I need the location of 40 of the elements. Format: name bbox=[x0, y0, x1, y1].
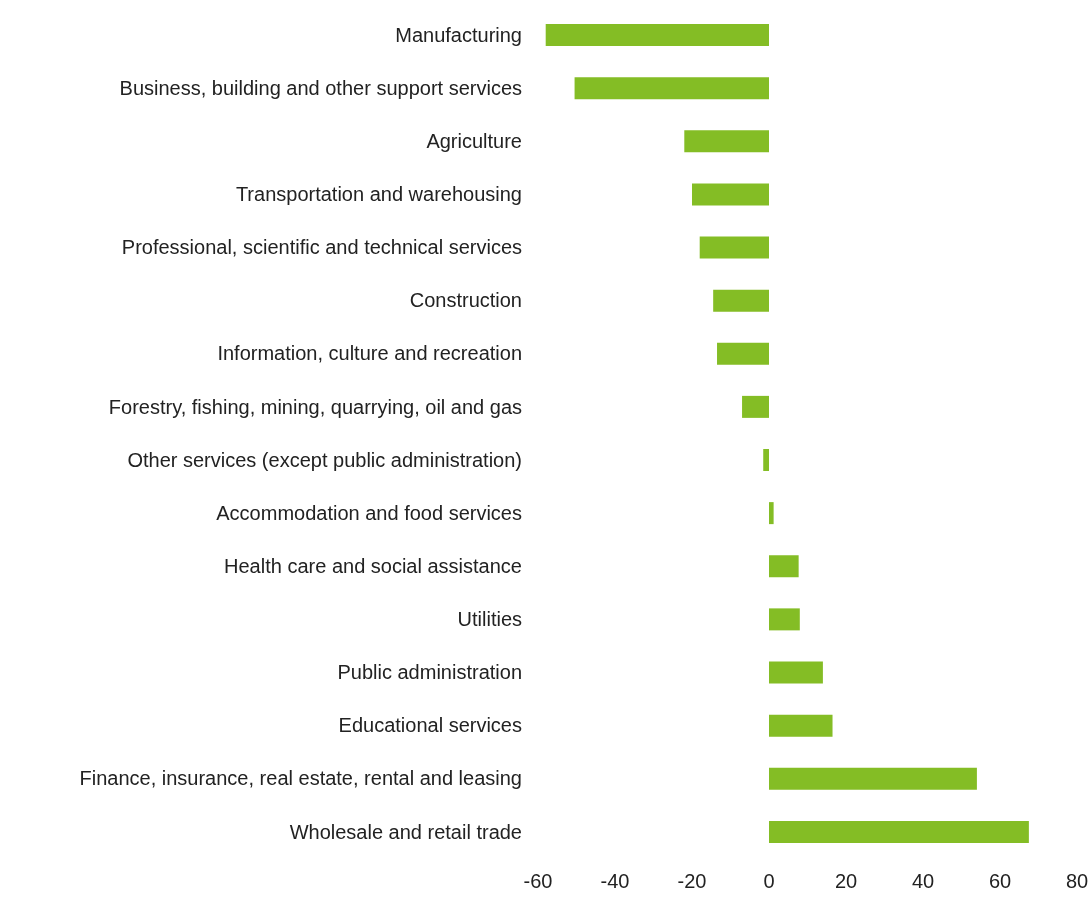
bar bbox=[769, 820, 1029, 843]
x-tick-label: 0 bbox=[763, 870, 775, 893]
y-tick-label: Other services (except public administration) bbox=[127, 448, 522, 471]
x-tick-label: 20 bbox=[834, 870, 858, 893]
x-tick-label: 60 bbox=[988, 870, 1012, 893]
bar bbox=[769, 502, 774, 525]
x-tick-label: 80 bbox=[1065, 870, 1089, 893]
bar bbox=[742, 395, 769, 418]
y-tick-label: Wholesale and retail trade bbox=[289, 820, 522, 843]
bar bbox=[713, 289, 769, 312]
y-tick-label: Accommodation and food services bbox=[216, 501, 522, 524]
y-tick-label: Manufacturing bbox=[395, 23, 522, 46]
x-tick-label: -20 bbox=[677, 870, 707, 893]
bar bbox=[769, 714, 833, 737]
y-tick-label: Forestry, fishing, mining, quarrying, oil and gas bbox=[108, 395, 522, 418]
y-tick-label: Finance, insurance, real estate, rental and leasing bbox=[79, 767, 522, 790]
bar bbox=[692, 183, 769, 206]
y-tick-label: Public administration bbox=[337, 661, 522, 684]
x-tick-label: 40 bbox=[911, 870, 935, 893]
bar bbox=[699, 236, 769, 259]
x-tick-label: -60 bbox=[523, 870, 553, 893]
y-tick-label: Professional, scientific and technical services bbox=[121, 236, 522, 259]
y-tick-label: Agriculture bbox=[426, 129, 522, 152]
bar bbox=[769, 608, 800, 631]
bar bbox=[769, 555, 799, 578]
bar bbox=[717, 342, 769, 365]
y-tick-label: Information, culture and recreation bbox=[217, 342, 522, 365]
bar bbox=[763, 449, 769, 471]
y-tick-label: Health care and social assistance bbox=[224, 554, 522, 577]
y-tick-label: Utilities bbox=[457, 608, 522, 631]
y-tick-label: Educational services bbox=[338, 714, 522, 737]
y-tick-label: Construction bbox=[409, 289, 522, 312]
bar bbox=[545, 24, 769, 46]
x-tick-label: -40 bbox=[600, 870, 630, 893]
y-tick-label: Business, building and other support services bbox=[119, 76, 522, 99]
bar bbox=[574, 77, 769, 100]
bar bbox=[684, 130, 769, 153]
bar bbox=[769, 661, 823, 684]
bar bbox=[769, 767, 977, 790]
y-tick-label: Transportation and warehousing bbox=[235, 183, 522, 206]
